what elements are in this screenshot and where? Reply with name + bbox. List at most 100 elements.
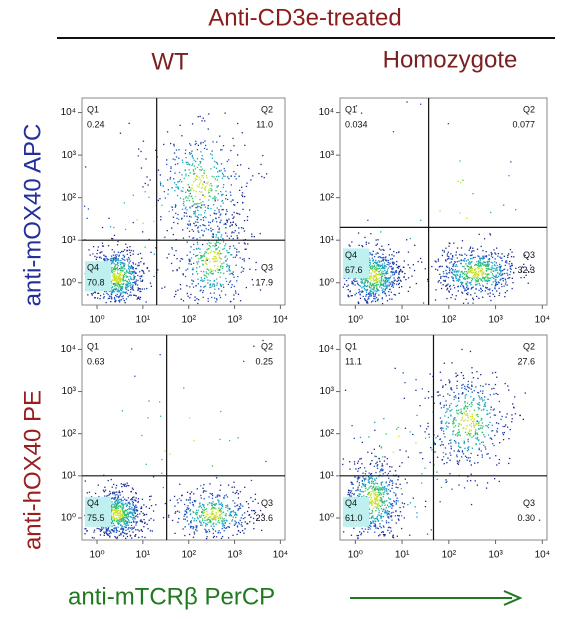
event-dot xyxy=(390,265,393,268)
event-dot xyxy=(107,293,109,296)
event-dot xyxy=(214,504,216,506)
event-dot xyxy=(101,245,104,247)
event-dot xyxy=(253,513,256,515)
event-dot xyxy=(225,513,227,515)
event-dot xyxy=(375,262,377,264)
event-dot xyxy=(216,163,219,165)
event-dot xyxy=(122,530,124,533)
event-dot xyxy=(222,284,224,286)
event-dot xyxy=(356,489,359,491)
event-dot xyxy=(370,292,372,295)
event-dot xyxy=(116,280,118,282)
event-dot xyxy=(218,227,220,229)
event-dot xyxy=(448,256,450,258)
event-dot xyxy=(255,269,257,271)
event-dot xyxy=(381,502,383,504)
event-dot xyxy=(119,505,121,507)
event-dot xyxy=(225,527,227,530)
event-dot xyxy=(377,464,379,466)
event-dot xyxy=(216,260,218,262)
event-dot xyxy=(192,536,195,538)
event-dot xyxy=(391,480,393,482)
event-dot xyxy=(130,508,133,510)
event-dot xyxy=(189,259,191,261)
event-dot xyxy=(207,504,209,506)
event-dot xyxy=(182,198,185,200)
event-dot xyxy=(385,488,387,490)
event-dot xyxy=(144,182,146,185)
event-dot xyxy=(215,511,217,513)
event-dot xyxy=(214,258,216,260)
event-dot xyxy=(203,230,205,232)
event-dot xyxy=(343,531,345,533)
event-dot xyxy=(401,270,404,273)
event-dot xyxy=(393,283,395,285)
event-dot xyxy=(367,481,370,483)
event-dot xyxy=(131,528,133,531)
event-dot xyxy=(510,256,513,258)
event-dot xyxy=(472,247,474,249)
event-dot xyxy=(186,516,188,518)
event-dot xyxy=(130,294,132,296)
event-dot xyxy=(450,271,453,273)
event-dot xyxy=(192,269,194,271)
event-dot xyxy=(121,288,123,290)
event-dot xyxy=(380,508,383,510)
event-dot xyxy=(103,534,105,536)
event-dot xyxy=(477,276,479,278)
event-dot xyxy=(406,482,408,484)
event-dot xyxy=(236,514,238,516)
event-dot xyxy=(177,502,179,504)
event-dot xyxy=(115,300,117,302)
event-dot xyxy=(188,186,190,188)
event-dot xyxy=(195,224,198,226)
event-dot xyxy=(380,498,383,500)
event-dot xyxy=(126,521,129,524)
event-dot xyxy=(117,497,119,500)
event-dot xyxy=(378,274,380,276)
event-dot xyxy=(367,475,370,478)
event-dot xyxy=(381,245,383,247)
event-dot xyxy=(214,515,216,518)
event-dot xyxy=(470,281,472,283)
event-dot xyxy=(209,519,211,521)
event-dot xyxy=(210,188,212,190)
event-dot xyxy=(174,182,176,184)
event-dot xyxy=(495,284,497,286)
event-dot xyxy=(184,208,186,210)
event-dot xyxy=(228,281,231,283)
event-dot xyxy=(361,245,363,247)
event-dot xyxy=(395,486,397,488)
event-dot xyxy=(364,478,367,480)
quadrant-name: Q4 xyxy=(87,263,99,273)
event-dot xyxy=(86,492,88,494)
column-label: WT xyxy=(151,48,189,75)
event-dot xyxy=(201,155,203,157)
event-dot xyxy=(190,520,192,522)
event-dot xyxy=(380,260,382,262)
event-dot xyxy=(349,245,351,247)
event-dot xyxy=(426,428,428,430)
event-dot xyxy=(523,263,525,265)
event-dot xyxy=(196,203,198,205)
event-dot xyxy=(446,258,449,260)
event-dot xyxy=(398,286,400,289)
event-dot xyxy=(135,268,137,270)
event-dot xyxy=(218,517,220,519)
event-dot xyxy=(126,524,128,526)
event-dot xyxy=(233,145,235,147)
event-dot xyxy=(178,497,180,500)
event-dot xyxy=(229,514,231,517)
event-dot xyxy=(477,263,479,265)
event-dot xyxy=(214,243,216,245)
event-dot xyxy=(235,178,237,180)
event-dot xyxy=(149,530,152,532)
event-dot xyxy=(190,144,192,146)
event-dot xyxy=(377,499,379,501)
event-dot xyxy=(132,287,134,289)
event-dot xyxy=(493,267,495,269)
event-dot xyxy=(214,198,216,200)
event-dot xyxy=(107,530,109,532)
event-dot xyxy=(192,201,194,203)
event-dot xyxy=(116,530,118,532)
